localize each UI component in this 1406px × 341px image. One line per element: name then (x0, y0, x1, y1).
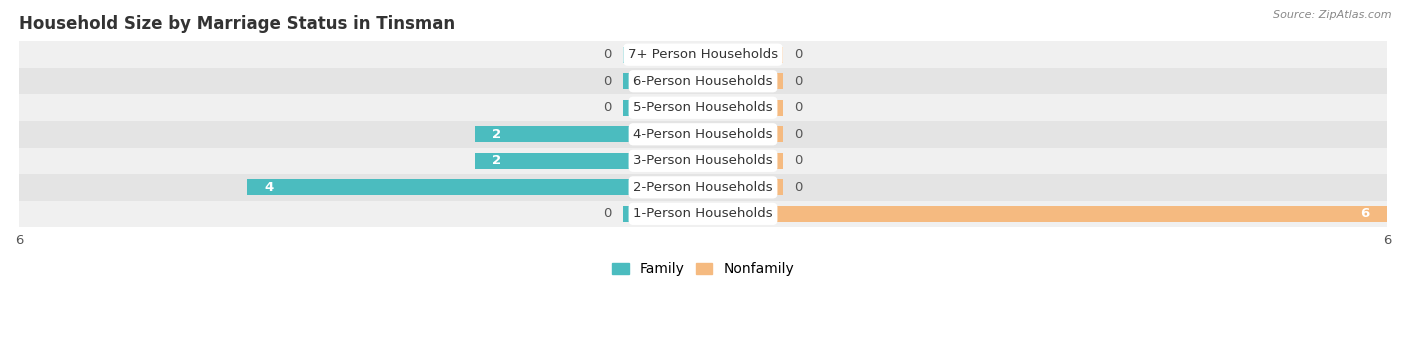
Text: 0: 0 (794, 181, 803, 194)
Text: 4-Person Households: 4-Person Households (633, 128, 773, 141)
Text: 0: 0 (794, 101, 803, 114)
Bar (703, 126, 783, 142)
Bar (475, 153, 703, 169)
Bar (623, 47, 703, 63)
Bar (703, 100, 783, 116)
Bar (703, 73, 783, 89)
Bar (20, 121, 1386, 148)
Bar (623, 206, 703, 222)
Bar (20, 68, 1386, 94)
Text: Household Size by Marriage Status in Tinsman: Household Size by Marriage Status in Tin… (20, 15, 456, 33)
Bar (20, 94, 1386, 121)
Text: 0: 0 (603, 101, 612, 114)
Bar (703, 179, 783, 195)
Bar (20, 42, 1386, 68)
Text: 1-Person Households: 1-Person Households (633, 207, 773, 220)
Text: 6-Person Households: 6-Person Households (633, 75, 773, 88)
Text: 0: 0 (603, 48, 612, 61)
Bar (20, 201, 1386, 227)
Text: 4: 4 (264, 181, 274, 194)
Text: 2-Person Households: 2-Person Households (633, 181, 773, 194)
Legend: Family, Nonfamily: Family, Nonfamily (606, 257, 800, 282)
Bar (20, 174, 1386, 201)
Bar (703, 153, 783, 169)
Text: 0: 0 (603, 207, 612, 220)
Bar (20, 148, 1386, 174)
Bar (703, 206, 1386, 222)
Bar (247, 179, 703, 195)
Text: 0: 0 (794, 75, 803, 88)
Text: 2: 2 (492, 154, 502, 167)
Text: 7+ Person Households: 7+ Person Households (628, 48, 778, 61)
Text: 5-Person Households: 5-Person Households (633, 101, 773, 114)
Bar (623, 100, 703, 116)
Text: 0: 0 (794, 48, 803, 61)
Text: 0: 0 (794, 128, 803, 141)
Bar (703, 47, 783, 63)
Bar (623, 73, 703, 89)
Text: 3-Person Households: 3-Person Households (633, 154, 773, 167)
Text: 0: 0 (603, 75, 612, 88)
Text: 6: 6 (1361, 207, 1369, 220)
Bar (475, 126, 703, 142)
Text: 0: 0 (794, 154, 803, 167)
Text: Source: ZipAtlas.com: Source: ZipAtlas.com (1274, 10, 1392, 20)
Text: 2: 2 (492, 128, 502, 141)
